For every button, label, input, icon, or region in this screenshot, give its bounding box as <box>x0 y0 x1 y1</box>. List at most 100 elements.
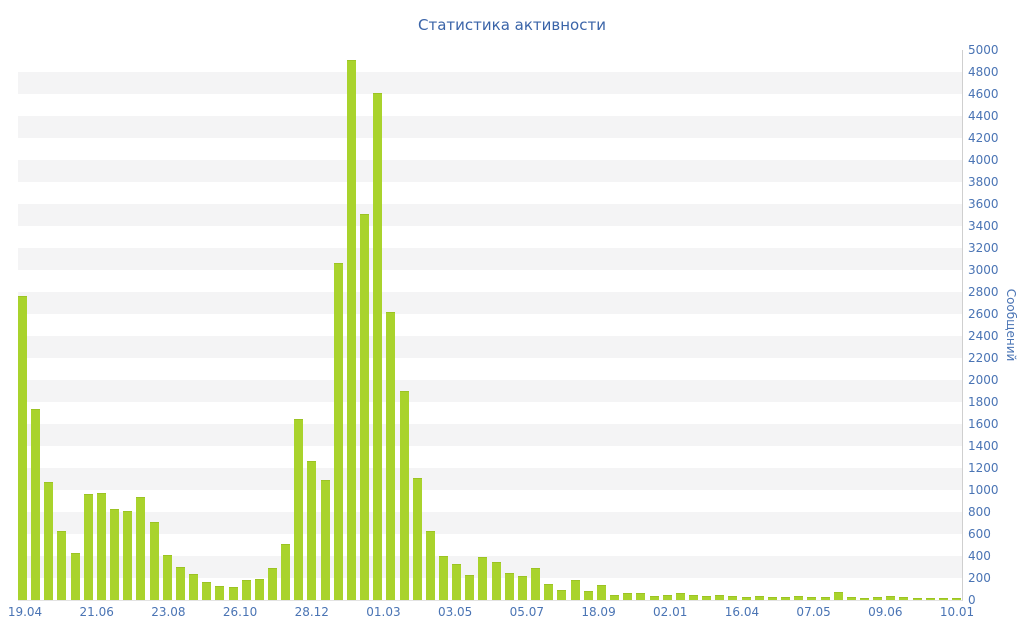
bar <box>662 595 672 600</box>
x-tick-label: 19.04 <box>7 605 43 619</box>
bar <box>320 480 330 600</box>
y-axis-title: Сообщений <box>1004 288 1018 362</box>
x-tick-label: 02.01 <box>653 605 688 619</box>
bar <box>570 580 580 600</box>
bar <box>70 553 80 600</box>
bar <box>833 592 843 600</box>
bar <box>886 596 896 600</box>
x-tick-label: 03.05 <box>437 605 473 619</box>
bar <box>18 296 27 600</box>
bar <box>767 597 777 600</box>
bar <box>439 556 448 600</box>
y-tick-label: 1600 <box>968 417 999 431</box>
bar <box>938 598 948 600</box>
bar <box>267 568 277 600</box>
bar <box>399 391 409 600</box>
bar <box>241 580 251 600</box>
y-tick-label: 2800 <box>968 285 999 299</box>
y-tick-label: 2600 <box>968 307 999 321</box>
bar <box>728 596 738 600</box>
bar <box>807 597 817 600</box>
bar <box>44 482 54 600</box>
x-tick-label: 07.05 <box>796 605 831 619</box>
bar <box>504 573 514 600</box>
y-tick-label: 3800 <box>968 175 999 189</box>
y-tick-label: 4800 <box>968 65 999 79</box>
bar <box>110 509 120 600</box>
bar <box>281 544 291 600</box>
bar <box>307 461 317 600</box>
x-tick-label: 23.08 <box>151 605 186 619</box>
bar <box>202 582 212 600</box>
y-tick-label: 200 <box>968 571 991 585</box>
bar <box>846 597 856 600</box>
bar <box>346 60 356 600</box>
bar <box>452 564 462 600</box>
y-tick-label: 2200 <box>968 351 999 365</box>
bar <box>925 598 935 600</box>
bar <box>583 591 593 600</box>
y-tick-label: 800 <box>968 505 991 519</box>
y-tick-label: 1200 <box>968 461 999 475</box>
bar <box>912 598 922 600</box>
bar <box>794 596 804 600</box>
y-tick-label: 1800 <box>968 395 999 409</box>
y-tick-label: 3000 <box>968 263 999 277</box>
chart-title: Статистика активности <box>418 16 606 34</box>
bar <box>820 597 830 600</box>
y-tick-label: 4400 <box>968 109 999 123</box>
x-tick-label: 05.07 <box>509 605 545 619</box>
bar <box>623 593 633 600</box>
bar <box>373 93 383 600</box>
bar <box>162 555 172 600</box>
x-tick-label: 26.10 <box>222 605 258 619</box>
bar <box>412 478 422 600</box>
bar <box>860 598 869 600</box>
bar <box>952 598 962 600</box>
y-tick-label: 2400 <box>968 329 999 343</box>
bar <box>57 531 67 600</box>
y-tick-label: 5000 <box>968 43 999 57</box>
bar <box>517 576 527 600</box>
y-tick-label: 2000 <box>968 373 999 387</box>
bar <box>715 595 725 600</box>
bar <box>31 409 41 600</box>
x-tick-label: 21.06 <box>79 605 114 619</box>
y-tick-label: 4200 <box>968 131 999 145</box>
x-tick-label: 18.09 <box>581 605 616 619</box>
bar <box>96 493 106 600</box>
bar <box>333 263 343 600</box>
bar <box>610 595 620 600</box>
bar <box>175 567 185 600</box>
bar <box>899 597 909 600</box>
bar <box>425 531 435 600</box>
bar <box>386 312 396 600</box>
y-tick-label: 3600 <box>968 197 999 211</box>
bar <box>754 596 764 600</box>
bar <box>123 511 133 600</box>
x-tick-label: 10.01 <box>939 605 975 619</box>
bar <box>294 419 304 600</box>
bar <box>254 579 264 600</box>
bar <box>215 586 225 600</box>
bar <box>781 597 791 600</box>
y-tick-label: 3400 <box>968 219 999 233</box>
bar <box>649 596 659 600</box>
bar <box>636 593 646 600</box>
bar <box>149 522 159 600</box>
bar <box>465 575 475 600</box>
y-tick-label: 1400 <box>968 439 999 453</box>
bar <box>741 597 751 600</box>
y-tick-label: 400 <box>968 549 991 563</box>
bar <box>83 494 93 600</box>
bar <box>478 557 488 600</box>
x-tick-label: 01.03 <box>366 605 401 619</box>
x-tick-label: 09.06 <box>868 605 903 619</box>
bar <box>596 585 606 600</box>
bar <box>491 562 501 600</box>
y-tick-label: 1000 <box>968 483 999 497</box>
bar <box>360 214 370 600</box>
y-tick-label: 600 <box>968 527 991 541</box>
bar <box>228 587 238 600</box>
